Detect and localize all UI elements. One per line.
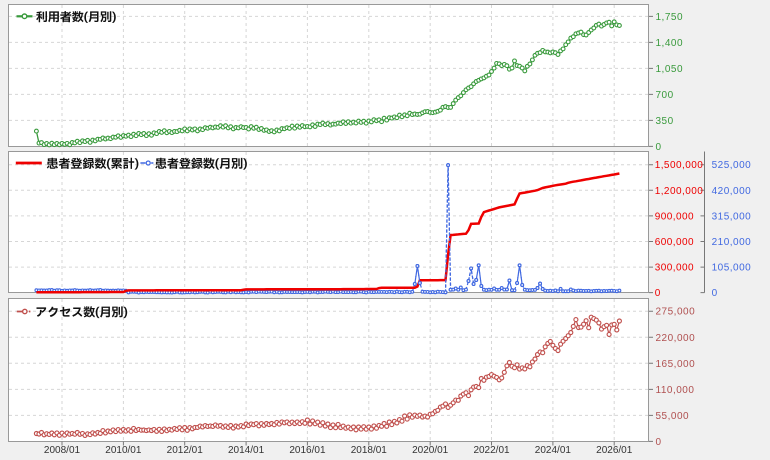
svg-text:55,000: 55,000 — [656, 411, 690, 422]
svg-text:2018/01: 2018/01 — [351, 445, 388, 456]
svg-text:2020/01: 2020/01 — [412, 445, 449, 456]
svg-text:1,400: 1,400 — [656, 38, 684, 49]
svg-text:2012/01: 2012/01 — [167, 445, 204, 456]
svg-text:105,000: 105,000 — [712, 263, 752, 274]
svg-text:2008/01: 2008/01 — [44, 445, 81, 456]
svg-text:165,000: 165,000 — [656, 359, 696, 370]
svg-text:210,000: 210,000 — [712, 237, 752, 248]
svg-text:525,000: 525,000 — [712, 160, 752, 171]
svg-text:2024/01: 2024/01 — [535, 445, 572, 456]
svg-text:1,050: 1,050 — [656, 64, 684, 75]
svg-text:1,750: 1,750 — [656, 12, 684, 23]
svg-text:315,000: 315,000 — [712, 211, 752, 222]
svg-text:2016/01: 2016/01 — [289, 445, 326, 456]
svg-text:1,200,000: 1,200,000 — [655, 186, 704, 197]
svg-text:350: 350 — [656, 116, 674, 127]
svg-text:2022/01: 2022/01 — [473, 445, 510, 456]
svg-text:420,000: 420,000 — [712, 186, 752, 197]
svg-text:600,000: 600,000 — [655, 237, 694, 248]
svg-text:0: 0 — [712, 288, 718, 299]
svg-text:2026/01: 2026/01 — [596, 445, 633, 456]
svg-text:220,000: 220,000 — [656, 333, 696, 344]
svg-text:900,000: 900,000 — [655, 211, 694, 222]
svg-text:2010/01: 2010/01 — [105, 445, 142, 456]
svg-text:275,000: 275,000 — [656, 307, 696, 318]
svg-text:300,000: 300,000 — [655, 263, 694, 274]
svg-text:700: 700 — [656, 90, 674, 101]
svg-text:1,500,000: 1,500,000 — [655, 160, 704, 171]
svg-text:0: 0 — [656, 437, 662, 448]
svg-text:0: 0 — [656, 142, 662, 153]
svg-text:110,000: 110,000 — [656, 385, 695, 396]
svg-text:2014/01: 2014/01 — [228, 445, 265, 456]
svg-text:0: 0 — [655, 288, 661, 299]
